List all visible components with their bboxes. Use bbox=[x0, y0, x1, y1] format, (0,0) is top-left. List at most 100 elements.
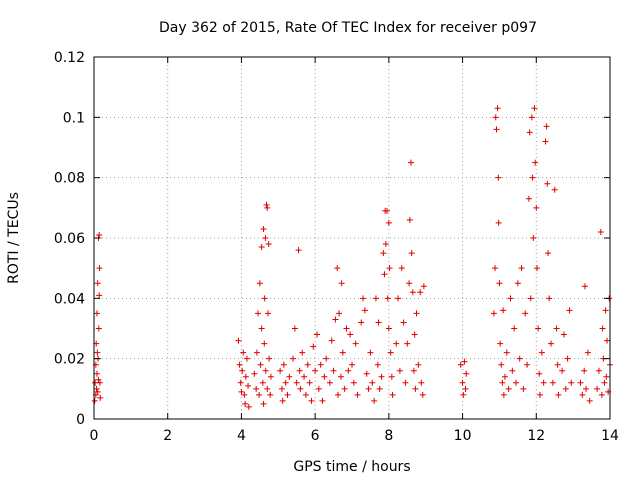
data-point bbox=[330, 367, 337, 374]
data-point bbox=[367, 349, 374, 356]
data-point bbox=[360, 295, 367, 302]
data-point bbox=[242, 373, 249, 380]
data-point bbox=[389, 391, 396, 398]
data-point bbox=[496, 280, 503, 287]
data-point bbox=[374, 361, 381, 368]
data-point bbox=[255, 310, 262, 317]
data-point bbox=[601, 379, 608, 386]
data-point bbox=[540, 379, 547, 386]
data-point bbox=[568, 379, 575, 386]
data-point bbox=[352, 340, 359, 347]
x-tick-label: 12 bbox=[527, 428, 545, 444]
x-tick-label: 0 bbox=[90, 428, 99, 444]
data-point bbox=[409, 289, 416, 296]
data-point bbox=[522, 310, 529, 317]
x-tick-label: 4 bbox=[237, 428, 246, 444]
data-point bbox=[308, 397, 315, 404]
data-point bbox=[282, 379, 289, 386]
data-point bbox=[577, 379, 584, 386]
data-point bbox=[380, 250, 387, 257]
data-point bbox=[241, 391, 248, 398]
data-point bbox=[602, 307, 609, 314]
y-axis-label: ROTI / TECUs bbox=[6, 192, 22, 284]
data-point bbox=[338, 280, 345, 287]
data-point bbox=[96, 292, 103, 299]
data-point bbox=[279, 397, 286, 404]
data-point bbox=[493, 126, 500, 133]
data-point bbox=[551, 186, 558, 193]
data-point bbox=[385, 325, 392, 332]
data-point bbox=[509, 367, 516, 374]
data-point bbox=[553, 325, 560, 332]
x-tick-label: 6 bbox=[311, 428, 320, 444]
data-point bbox=[363, 370, 370, 377]
y-tick-label: 0.12 bbox=[54, 50, 85, 66]
data-point bbox=[603, 373, 610, 380]
data-point bbox=[251, 370, 258, 377]
data-point bbox=[378, 373, 385, 380]
data-point bbox=[334, 265, 341, 272]
data-point bbox=[291, 325, 298, 332]
data-point bbox=[513, 379, 520, 386]
data-point bbox=[94, 349, 101, 356]
data-point bbox=[554, 361, 561, 368]
data-point bbox=[598, 391, 605, 398]
data-point bbox=[461, 358, 468, 365]
data-point bbox=[265, 241, 272, 248]
data-point bbox=[500, 307, 507, 314]
data-point bbox=[490, 310, 497, 317]
data-point bbox=[260, 225, 267, 232]
data-point bbox=[372, 295, 379, 302]
data-point bbox=[93, 310, 100, 317]
data-point bbox=[536, 370, 543, 377]
data-point bbox=[238, 388, 245, 395]
data-point bbox=[505, 385, 512, 392]
data-point bbox=[415, 361, 422, 368]
data-point bbox=[406, 216, 413, 223]
data-point bbox=[398, 265, 405, 272]
data-point bbox=[388, 373, 395, 380]
data-point bbox=[395, 295, 402, 302]
data-point bbox=[321, 373, 328, 380]
data-point bbox=[343, 325, 350, 332]
data-point bbox=[315, 385, 322, 392]
data-point bbox=[457, 361, 464, 368]
data-point bbox=[317, 361, 324, 368]
data-point bbox=[492, 114, 499, 121]
data-point bbox=[500, 391, 507, 398]
data-point bbox=[599, 325, 606, 332]
data-point bbox=[544, 180, 551, 187]
data-point bbox=[525, 195, 532, 202]
data-point bbox=[339, 349, 346, 356]
data-point bbox=[396, 367, 403, 374]
data-point bbox=[564, 355, 571, 362]
data-point bbox=[296, 367, 303, 374]
data-point bbox=[326, 379, 333, 386]
data-point bbox=[264, 310, 271, 317]
data-point bbox=[260, 400, 267, 407]
data-point bbox=[497, 340, 504, 347]
data-point bbox=[95, 376, 102, 383]
data-point bbox=[262, 235, 269, 241]
data-point bbox=[302, 391, 309, 398]
y-tick-label: 0 bbox=[76, 412, 85, 428]
data-point bbox=[382, 241, 389, 248]
data-point bbox=[94, 280, 101, 287]
data-point bbox=[323, 355, 330, 362]
data-point bbox=[258, 244, 265, 251]
data-point bbox=[243, 355, 250, 362]
data-point bbox=[501, 373, 508, 380]
data-point bbox=[494, 105, 501, 112]
data-point bbox=[245, 382, 252, 389]
data-point bbox=[297, 385, 304, 392]
data-point bbox=[402, 379, 409, 386]
data-point bbox=[562, 385, 569, 392]
data-point bbox=[94, 388, 101, 395]
data-point bbox=[604, 337, 611, 344]
data-point bbox=[581, 367, 588, 374]
data-point bbox=[511, 325, 518, 332]
data-point bbox=[261, 295, 268, 302]
data-point bbox=[328, 337, 335, 344]
data-point bbox=[304, 361, 311, 368]
